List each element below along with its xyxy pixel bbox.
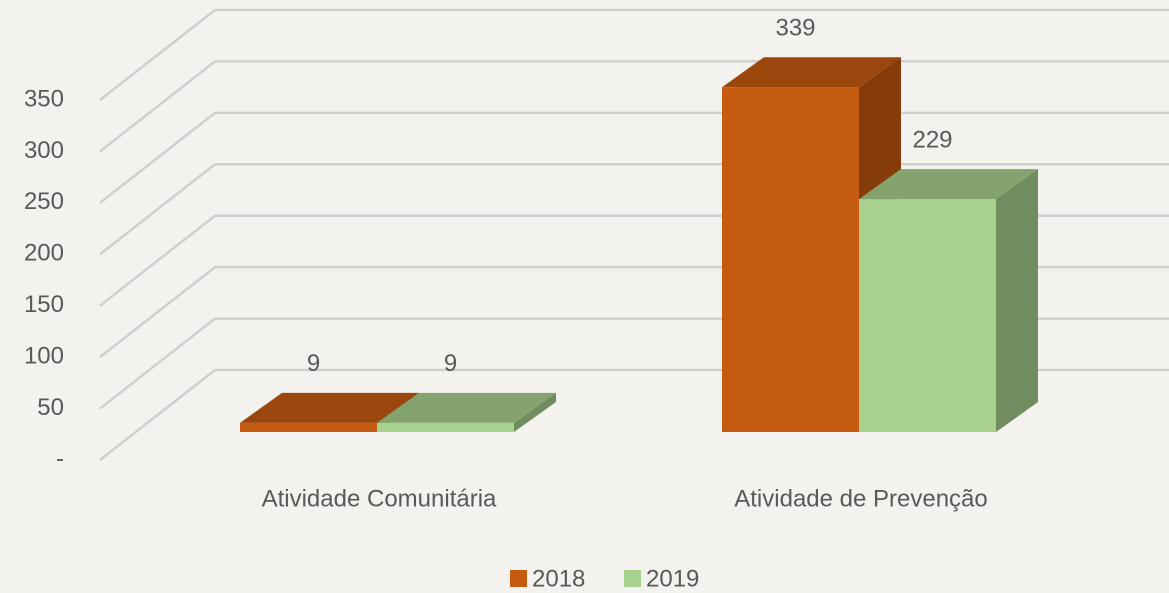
y-tick-label: - (56, 445, 64, 472)
bar-top (377, 392, 556, 423)
x-tick-label: Atividade de Prevenção (734, 485, 988, 512)
y-tick-label: 100 (24, 342, 64, 369)
y-tick-label: 200 (24, 240, 64, 267)
y-tick-label: 350 (24, 85, 64, 112)
grid-line (99, 369, 216, 461)
bar-side (514, 392, 556, 432)
grid-line (99, 163, 216, 256)
grid-line (99, 60, 216, 153)
value-label: 229 (912, 126, 952, 153)
grid-line (99, 9, 216, 101)
bar (859, 199, 996, 432)
bar-side (996, 169, 1038, 432)
legend-swatch (510, 570, 527, 587)
y-tick-label: 250 (24, 188, 64, 215)
bar (722, 87, 859, 432)
value-label: 9 (307, 350, 320, 377)
bar (240, 422, 377, 432)
legend-label: 2018 (532, 565, 585, 592)
y-tick-label: 150 (24, 291, 64, 318)
bar (377, 422, 514, 432)
bar-top (240, 392, 419, 423)
value-label: 9 (444, 350, 457, 377)
y-tick-label: 300 (24, 137, 64, 164)
grid-line (99, 266, 216, 359)
y-tick-label: 50 (37, 394, 64, 421)
x-tick-label: Atividade Comunitária (262, 485, 497, 512)
bar-top (859, 169, 1038, 200)
bar-top (722, 57, 901, 88)
legend-swatch (624, 570, 641, 587)
grid-line (99, 111, 216, 204)
legend-label: 2019 (646, 565, 699, 592)
value-label: 339 (775, 15, 815, 42)
grid-line (99, 317, 216, 410)
grid-line (99, 214, 216, 307)
